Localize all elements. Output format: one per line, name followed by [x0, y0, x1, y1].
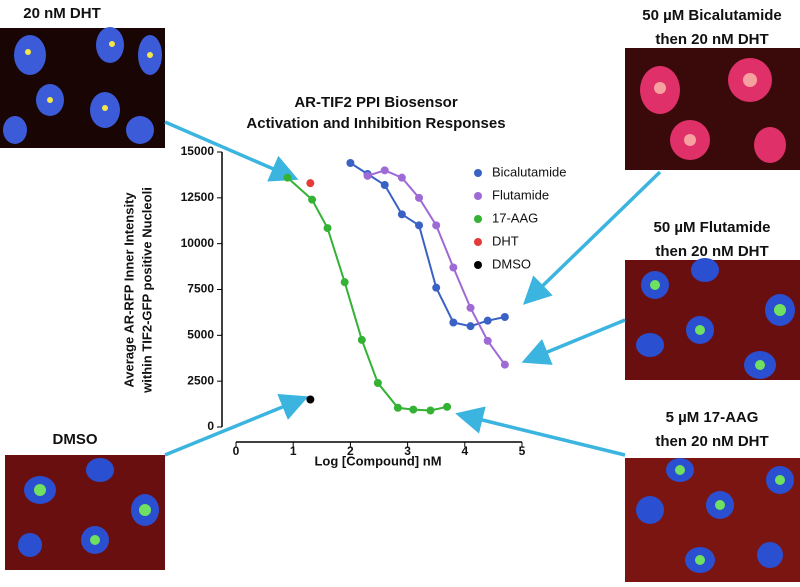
panel-label: 50 µM Flutamide [654, 219, 771, 236]
legend-marker [474, 261, 482, 269]
data-point [483, 336, 492, 345]
data-point [308, 195, 317, 204]
data-point [449, 318, 458, 327]
data-point [409, 405, 418, 414]
data-point [466, 322, 475, 331]
micrograph [5, 455, 165, 570]
data-point [397, 210, 406, 219]
data-point [340, 278, 349, 287]
data-point [415, 193, 424, 202]
legend-marker [474, 169, 482, 177]
arrows [164, 120, 662, 457]
data-point [346, 159, 355, 167]
micrograph [625, 48, 800, 170]
x-tick-label: 1 [290, 444, 297, 458]
y-tick-label: 5000 [187, 328, 214, 342]
data-point [449, 263, 458, 272]
data-point [323, 224, 332, 233]
x-axis-label: Log [Compound] nM [314, 453, 441, 468]
y-tick-label: 7500 [187, 282, 214, 296]
data-point [415, 221, 424, 230]
legend-label: DHT [492, 233, 519, 248]
panel-label: DMSO [53, 431, 98, 448]
y-tick-label: 10000 [181, 236, 215, 250]
data-point [363, 171, 372, 180]
x-tick-label: 3 [404, 444, 411, 458]
data-point [380, 181, 389, 189]
data-point [483, 316, 492, 325]
series-line [286, 176, 448, 412]
data-point [306, 395, 315, 404]
y-tick-label: 15000 [181, 144, 215, 158]
y-tick-label: 12500 [181, 190, 215, 204]
x-tick-label: 5 [519, 444, 526, 458]
legend-marker [474, 192, 482, 200]
panel-label: 5 µM 17-AAG [666, 409, 759, 426]
data-point [357, 335, 366, 344]
data-point [393, 403, 402, 412]
x-tick-label: 0 [233, 444, 240, 458]
panel-label: 50 µM Bicalutamide [642, 7, 782, 24]
data-point [426, 406, 435, 415]
data-point [373, 379, 382, 387]
legend-marker [474, 215, 482, 223]
chart-title: AR-TIF2 PPI Biosensor [294, 94, 458, 111]
y-tick-label: 0 [207, 419, 214, 433]
panel-label: 20 nM DHT [23, 5, 101, 22]
micrograph [625, 458, 800, 582]
data-point [432, 221, 441, 230]
x-tick-label: 4 [461, 444, 468, 458]
legend-label: 17-AAG [492, 210, 538, 225]
series-line [367, 169, 506, 366]
data-point [500, 313, 509, 321]
panel-label: then 20 nM DHT [655, 31, 768, 48]
y-tick-label: 2500 [187, 373, 214, 387]
legend-marker [474, 238, 482, 246]
data-point [432, 283, 441, 292]
data-point [306, 179, 315, 188]
data-point [466, 303, 475, 312]
panel-label: then 20 nM DHT [655, 243, 768, 260]
chart-title: Activation and Inhibition Responses [246, 115, 505, 132]
data-point [500, 360, 509, 369]
data-point [443, 402, 452, 411]
panel-label: then 20 nM DHT [655, 433, 768, 450]
micrograph [625, 258, 800, 380]
legend-label: Flutamide [492, 187, 549, 202]
data-point [397, 173, 406, 182]
data-point [380, 166, 389, 175]
y-axis-label: Average AR-RFP Inner Intensity [121, 192, 136, 388]
x-tick-label: 2 [347, 444, 354, 458]
y-axis-label: within TIF2-GFP positive Nucleoli [139, 187, 154, 394]
data-point [283, 173, 292, 182]
series-line [349, 162, 506, 328]
panel-labels: 20 nM DHT 50 µM Bicalutamide then 20 nM DH… [23, 5, 782, 450]
legend-label: Bicalutamide [492, 164, 566, 179]
micrograph [0, 27, 165, 148]
legend-label: DMSO [492, 256, 531, 271]
chart: AR-TIF2 PPI Biosensor Activation and Inh… [121, 94, 566, 468]
